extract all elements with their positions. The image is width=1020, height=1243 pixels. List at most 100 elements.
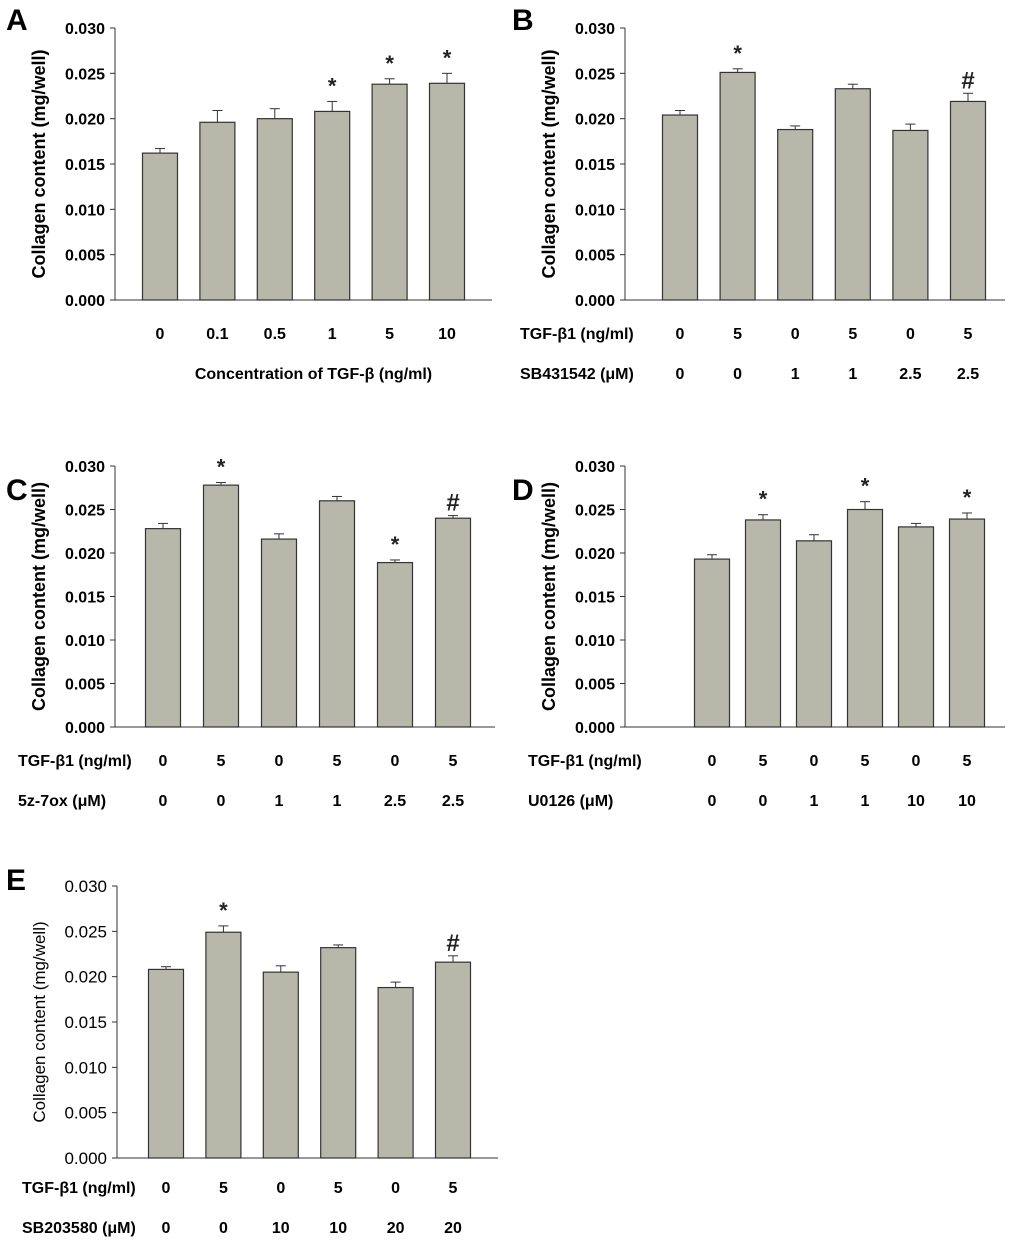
y-tick-label: 0.005 [65,248,105,265]
y-tick-label: 0.025 [65,66,105,83]
category-label: 0 [275,753,284,770]
y-tick-label: 0.030 [575,21,615,38]
y-tick-label: 0.015 [575,590,615,607]
row-label: U0126 (μM) [528,793,613,810]
y-tick-label: 0.015 [575,157,615,174]
y-tick-label: 0.025 [65,503,105,520]
category-label: 20 [387,1220,405,1237]
category-label: 10 [907,793,925,810]
y-tick-label: 0.020 [575,112,615,129]
bar [262,971,299,1159]
bar [260,538,298,728]
y-tick-label: 0.015 [65,590,105,607]
category-label: 5 [333,753,342,770]
significance-marker: * [219,898,228,923]
significance-marker: * [391,532,400,557]
category-label: 0 [906,326,915,343]
significance-marker: # [446,930,459,957]
row-label: SB203580 (μM) [22,1220,136,1237]
category-label: 0 [159,753,168,770]
y-tick-label: 0.015 [64,1013,107,1032]
bar [777,128,814,301]
significance-marker: * [385,51,394,76]
bar [256,118,293,301]
y-axis-label: Collagen content (mg/well) [539,49,559,278]
bar [371,83,408,301]
category-label: 0 [219,1220,228,1237]
row-label: TGF-β1 (ng/ml) [528,753,642,770]
category-label: 10 [958,793,976,810]
bar [948,518,986,728]
panel-a: A 0.000 0.005 0.010 0.015 0.020 0.025 0.030 Coll… [6,4,492,383]
category-label: 10 [438,326,456,343]
bar [744,519,782,728]
bar [892,129,929,301]
y-axis-label: Collagen content (mg/well) [29,49,49,278]
category-label: 0 [162,1220,171,1237]
category-label: 0 [162,1180,171,1197]
y-tick-label: 0.025 [575,66,615,83]
bar [199,121,236,301]
bar [314,110,351,301]
category-label: 0 [810,753,819,770]
category-label: 0 [791,326,800,343]
category-label: 5 [861,753,870,770]
significance-marker: * [733,41,742,66]
category-label: 0 [156,326,165,343]
category-label: 0 [159,793,168,810]
row-label: 5z-7ox (μM) [18,793,106,810]
category-label: 0 [276,1180,285,1197]
bar [320,947,357,1159]
category-label: 1 [333,793,342,810]
y-tick-label: 0.000 [65,293,105,310]
row-label: TGF-β1 (ng/ml) [22,1180,136,1197]
significance-marker: # [446,490,459,517]
bar [141,152,179,301]
category-label: 5 [848,326,857,343]
significance-marker: * [759,487,768,512]
category-label: 5 [964,326,973,343]
bar [147,968,185,1159]
bar [693,558,731,728]
category-label: 1 [328,326,337,343]
significance-marker: * [861,474,870,499]
y-tick-label: 0.000 [575,293,615,310]
bar [434,517,472,728]
panel-b: B 0.000 0.005 0.010 0.015 0.020 0.025 0.030 Coll… [512,4,1005,383]
panel-e: E 0.000 0.005 0.010 0.015 0.020 0.025 0.030 Coll… [6,864,498,1237]
y-tick-label: 0.010 [575,633,615,650]
bar [719,71,756,301]
category-label: 0 [391,1180,400,1197]
bar [377,986,414,1159]
y-axis-label: Collagen content (mg/well) [29,482,49,711]
y-axis-label: Collagen content (mg/well) [539,482,559,711]
panel-c: C 0.000 0.005 0.010 0.015 0.020 0.025 0.030 Coll… [6,455,495,810]
y-tick-label: 0.025 [64,922,107,941]
category-label: 5 [733,326,742,343]
category-label: 0 [676,326,685,343]
y-tick-label: 0.005 [64,1104,107,1123]
significance-marker: # [961,67,974,94]
y-tick-label: 0.020 [65,546,105,563]
category-label: 0 [217,793,226,810]
y-tick-label: 0.025 [575,503,615,520]
bar [202,484,240,728]
significance-marker: * [328,73,337,98]
y-tick-label: 0.000 [575,720,615,737]
category-label: 1 [791,366,800,383]
category-label: 10 [272,1220,290,1237]
significance-marker: * [963,485,972,510]
bar [205,931,242,1159]
category-label: 0 [391,753,400,770]
panel-letter: B [512,4,534,37]
bar [834,88,871,301]
y-tick-label: 0.005 [575,677,615,694]
category-label: 0 [676,366,685,383]
panel-letter: A [6,4,28,37]
category-label: 2.5 [899,366,921,383]
significance-marker: * [217,455,226,480]
y-tick-label: 0.030 [64,877,107,896]
category-label: 5 [385,326,394,343]
bar [661,114,699,301]
